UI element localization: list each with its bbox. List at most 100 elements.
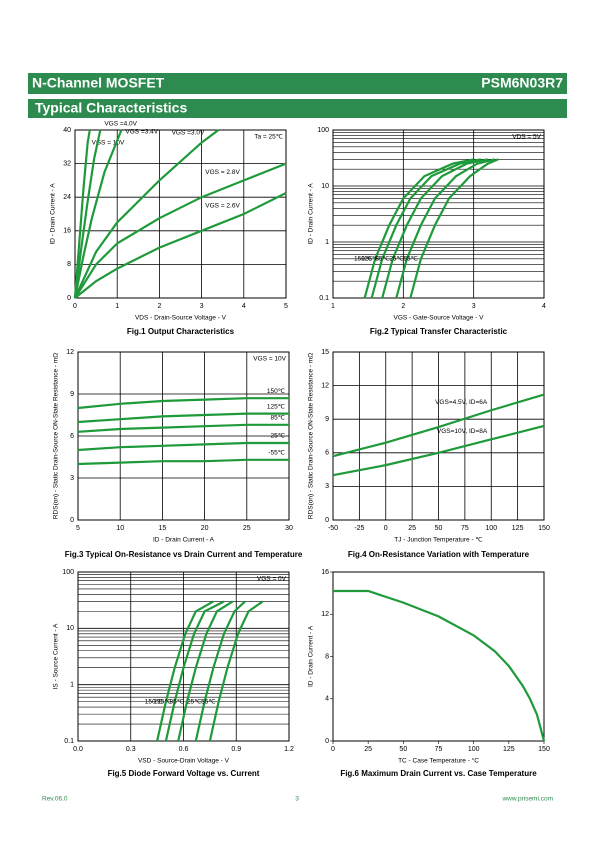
plot-frame (77, 351, 290, 521)
y-axis-label: IS - Source Current - A (53, 623, 60, 689)
x-axis-label: VGS - Gate-Source Voltage - V (394, 315, 485, 322)
curve-label: VGS =3.0V (172, 129, 205, 136)
y-axis-label: ID - Drain Current - A (50, 183, 57, 245)
curve-label: VGS = 2.8V (205, 169, 240, 176)
curve-label: 150℃ (267, 388, 286, 395)
curve-label: -55℃ (268, 450, 285, 457)
y-tick-label: 6 (70, 433, 74, 440)
section-bar (28, 99, 567, 118)
y-axis-label: ID - Drain Current - A (308, 183, 315, 245)
caption: Fig.3 Typical On-Resistance vs Drain Cur… (65, 550, 303, 559)
curve-label: 85℃ (270, 415, 285, 422)
curve (74, 192, 287, 299)
x-tick-label: 20 (201, 525, 209, 532)
x-tick-label: 3 (472, 303, 476, 310)
curve-label: VGS = 2.6V (205, 203, 240, 210)
x-tick-label: -50 (328, 525, 338, 532)
x-axis-label: VSD - Source-Drain Voltage - V (138, 758, 230, 765)
y-tick-label: 100 (62, 569, 74, 576)
x-tick-label: 0.3 (126, 746, 136, 753)
header-title: N-Channel MOSFET (32, 75, 165, 91)
curve-label: 25℃ (270, 433, 285, 440)
x-tick-label: 30 (285, 525, 293, 532)
x-tick-label: 0 (384, 525, 388, 532)
y-tick-label: 8 (67, 261, 71, 268)
curve-label: 85℃ (375, 256, 390, 263)
curve-label: VGS=10V, ID=8A (437, 428, 488, 435)
y-axis-label: RDS(on) - Static Drain-Source ON-State R… (53, 353, 60, 519)
caption: Fig.5 Diode Forward Voltage vs. Current (108, 769, 260, 778)
curve (381, 158, 488, 299)
curve-label: -55℃ (199, 698, 216, 705)
x-axis-label: TJ - Junction Temperature - ℃ (394, 537, 483, 544)
y-tick-label: 32 (63, 160, 71, 167)
x-tick-label: 50 (435, 525, 443, 532)
curve (77, 458, 289, 466)
footer-url: www.prisemi.com (501, 796, 553, 803)
y-tick-label: 15 (321, 349, 329, 356)
curve (332, 393, 545, 458)
y-tick-label: 3 (70, 475, 74, 482)
y-tick-label: 24 (63, 194, 71, 201)
curve (77, 441, 289, 452)
section-title: Typical Characteristics (35, 100, 187, 116)
curve-label: 125℃ (361, 256, 380, 263)
curve-label: -55℃ (401, 256, 418, 263)
curve (370, 158, 481, 299)
annotation: VDS = 5V (512, 134, 541, 141)
curve (194, 600, 246, 742)
curve (73, 129, 220, 299)
y-tick-label: 1 (70, 682, 74, 689)
caption: Fig.1 Output Characteristics (127, 327, 235, 336)
curve-label: 25℃ (187, 698, 202, 705)
curve-label: VGS =4.0V (104, 121, 137, 128)
x-tick-label: 0 (331, 746, 335, 753)
y-tick-label: 12 (66, 349, 74, 356)
x-tick-label: 25 (408, 525, 416, 532)
curve (164, 600, 225, 742)
y-tick-label: 16 (321, 569, 329, 576)
curve-label: VGS=4.5V, ID=6A (435, 399, 488, 406)
x-tick-label: 1 (331, 303, 335, 310)
curve (77, 397, 289, 410)
header-bar (28, 73, 567, 94)
plot-frame (74, 129, 287, 299)
x-tick-label: 1.2 (284, 746, 294, 753)
x-tick-label: 2 (157, 303, 161, 310)
x-tick-label: 100 (485, 525, 497, 532)
curve-label: VGS =3.4V (125, 129, 158, 136)
curve (73, 129, 91, 299)
x-axis-label: TC - Case Temperature - °C (398, 757, 479, 765)
y-tick-label: 12 (321, 611, 329, 618)
x-tick-label: 150 (538, 746, 550, 753)
y-tick-label: 0 (70, 517, 74, 524)
x-tick-label: 0 (73, 303, 77, 310)
y-tick-label: 0.1 (64, 738, 74, 745)
y-tick-label: 100 (317, 127, 329, 134)
annotation: VGS = 10V (253, 356, 286, 363)
x-tick-label: 5 (76, 525, 80, 532)
x-tick-label: 10 (116, 525, 124, 532)
x-tick-label: 125 (503, 746, 515, 753)
x-axis-label: ID - Drain Current - A (153, 537, 215, 544)
y-tick-label: 12 (321, 382, 329, 389)
x-tick-label: 125 (512, 525, 524, 532)
curve-label: 25℃ (389, 256, 404, 263)
x-tick-label: 2 (401, 303, 405, 310)
curve-label: 85℃ (169, 698, 184, 705)
y-tick-label: 9 (70, 391, 74, 398)
plot-frame (332, 351, 545, 521)
x-tick-label: 5 (284, 303, 288, 310)
curve-label: 150℃ (354, 256, 373, 263)
y-tick-label: 3 (325, 483, 329, 490)
plot-frame (332, 571, 545, 742)
y-tick-label: 10 (321, 183, 329, 190)
curve (395, 158, 496, 299)
caption: Fig.2 Typical Transfer Characteristic (370, 327, 508, 336)
footer-rev: Rev.06.0 (42, 796, 68, 803)
y-axis-label: ID - Drain Current - A (308, 625, 315, 687)
x-axis-label: VDS - Drain-Source Voltage - V (135, 315, 227, 322)
y-tick-label: 0.1 (319, 295, 329, 302)
